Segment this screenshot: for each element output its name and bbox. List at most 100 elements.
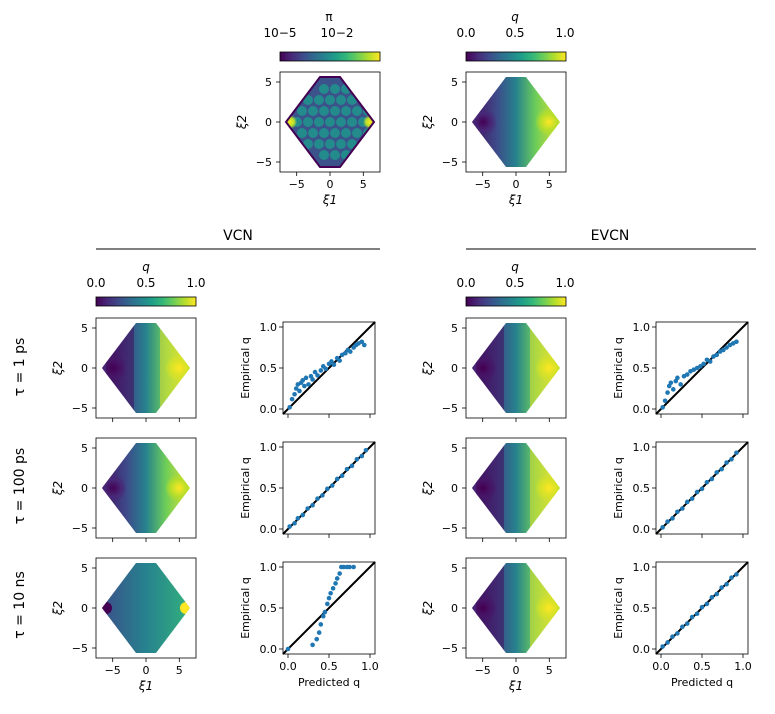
map-ylabel-xi2: ξ2 [421, 601, 435, 616]
map-vcn-map-2 [95, 557, 197, 659]
scatter-vcn-sc-0 [282, 321, 376, 415]
scatter-xtick-label: 0.5 [693, 660, 711, 673]
scatter-ytick-label: 0.0 [633, 403, 651, 416]
q-colorbar-tick-0-evcn: 0.0 [456, 276, 475, 290]
q-sharp-left [476, 563, 504, 653]
scatter-ytick-label: 1.0 [260, 561, 278, 574]
pi-spot [314, 117, 324, 127]
scatter-point [361, 342, 367, 348]
scatter-ytick-label: 1.0 [260, 321, 278, 334]
scatter-point [724, 581, 729, 587]
scatter-xtick-label: 1.0 [361, 660, 379, 673]
scatter-ytick-label: 0.5 [633, 362, 651, 375]
map-ytick-label: −5 [72, 642, 88, 655]
pi-edge [284, 76, 376, 168]
map-ytick-label: 5 [81, 442, 88, 455]
scatter-point [334, 476, 340, 482]
pi-spot [314, 139, 324, 149]
scatter-point [320, 613, 326, 619]
scatter-point [318, 368, 324, 373]
scatter-ytick-label: 0.5 [260, 362, 278, 375]
pi-spot [330, 84, 340, 94]
scatter-point [734, 339, 739, 345]
scatter-point [675, 631, 680, 636]
scatter-xtick-label: 0.0 [652, 660, 670, 673]
scatter-ytick-label: 1.0 [633, 441, 651, 454]
pi-spot [341, 106, 351, 116]
map-ytick-label: 0 [451, 116, 458, 129]
scatter-point [318, 622, 324, 627]
map-ytick-label: −5 [72, 402, 88, 415]
scatter-point [328, 590, 333, 596]
pi-spot [330, 150, 340, 160]
pi-spot [347, 117, 357, 127]
scatter-point [359, 453, 365, 459]
scatter-point [665, 519, 670, 524]
scatter-point [330, 586, 336, 591]
scatter-point [325, 601, 330, 607]
scatter-point [306, 382, 311, 387]
map-xtick-label: 0 [143, 664, 150, 677]
scatter-point [331, 362, 337, 368]
map-vcn-map-0 [95, 317, 197, 419]
scatter-point [315, 496, 320, 501]
map-xlabel-xi1: ξ1 [138, 679, 153, 693]
scatter-point [343, 350, 348, 356]
scatter-xtick-label: 0.5 [320, 660, 338, 673]
scatter-point [363, 447, 369, 453]
map-xtick-label: 0 [513, 664, 520, 677]
pi-spot [330, 128, 340, 138]
pi-spot [330, 106, 340, 116]
scatter-point [675, 375, 680, 381]
map-xlabel-xi1: ξ1 [508, 193, 523, 207]
q-colorbar-tick-1-evcn: 0.5 [505, 276, 524, 290]
scatter-ytick-label: 0.0 [633, 523, 651, 536]
q-sharp-right [530, 443, 558, 533]
scatter-point [699, 604, 705, 610]
q-basin-right [535, 108, 560, 136]
scatter-point [734, 572, 739, 577]
map-ytick-label: 0 [81, 602, 88, 615]
scatter-point [325, 486, 330, 492]
map-xlabel-xi1: ξ1 [322, 193, 337, 207]
scatter-point [714, 591, 720, 597]
scatter-point [310, 642, 315, 648]
scatter-point [310, 502, 315, 508]
scatter-point [359, 339, 365, 345]
map-xtick-label: 5 [546, 664, 553, 677]
pi-spot [325, 117, 335, 127]
scatter-point [724, 345, 729, 350]
scatter-point [344, 466, 350, 472]
q-colorbar-tick-0-top: 0.0 [456, 26, 475, 40]
scatter-point [719, 585, 724, 590]
scatter-point [310, 377, 315, 382]
scatter-point [660, 644, 665, 649]
pi-colorbar-label: π [325, 10, 332, 24]
map-xtick-label: 0 [327, 178, 334, 191]
scatter-point [349, 463, 355, 469]
scatter-point [341, 564, 347, 570]
q-sharp-left [476, 443, 504, 533]
pi-spot [341, 128, 351, 138]
map-ytick-label: 0 [451, 362, 458, 375]
scatter-point [707, 359, 713, 364]
pi-spot [325, 139, 335, 149]
scatter-point [709, 476, 715, 482]
scatter-ytick-label: 0.0 [260, 403, 278, 416]
scatter-point [668, 380, 674, 386]
map-ytick-label: 5 [451, 562, 458, 575]
scatter-point [680, 506, 685, 511]
pi-spot [352, 128, 362, 138]
scatter-point [292, 391, 297, 397]
map-vcn-map-1 [95, 437, 197, 539]
scatter-point [734, 450, 739, 456]
scatter-point [320, 493, 325, 498]
scatter-point [701, 361, 706, 367]
pi-spot [297, 128, 307, 138]
scatter-point [302, 383, 307, 389]
map-ytick-label: 0 [451, 482, 458, 495]
map-xtick-label: 5 [360, 178, 367, 191]
scatter-vcn-sc-1 [282, 441, 376, 535]
q-sharp-right [530, 563, 558, 653]
pi-spot [336, 139, 346, 149]
